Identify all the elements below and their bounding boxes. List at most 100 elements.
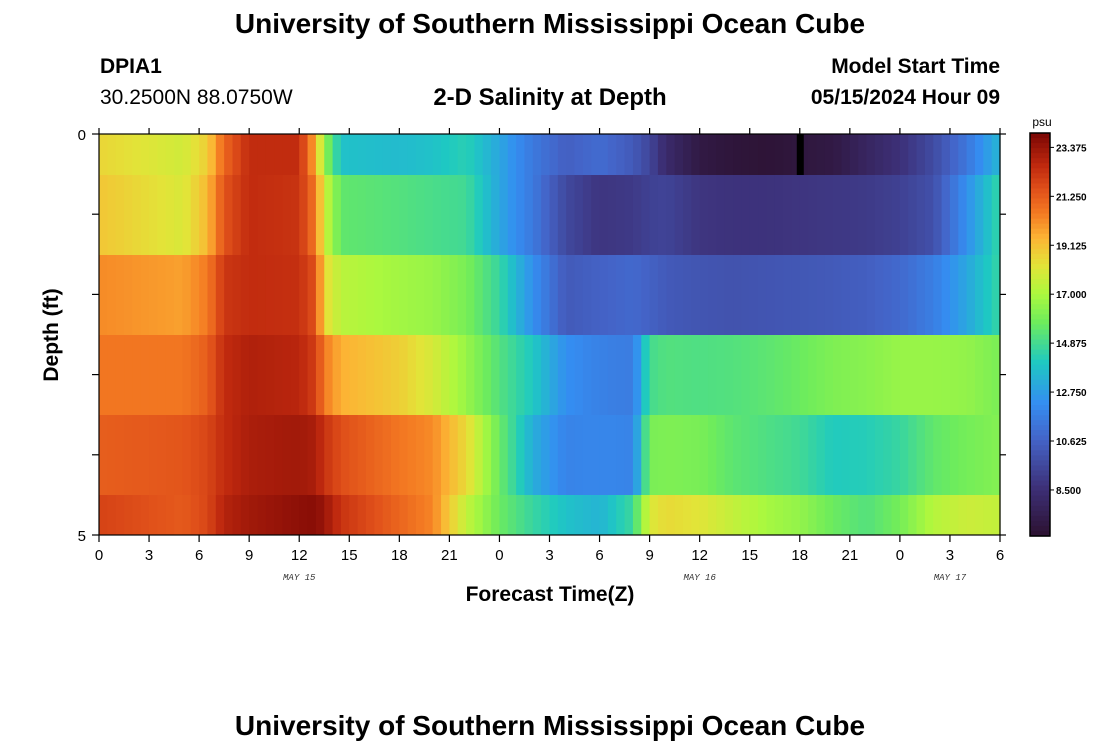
- x-axis-label: Forecast Time(Z): [465, 583, 635, 606]
- heatmap-cell: [808, 255, 818, 335]
- heatmap-cell: [224, 415, 234, 495]
- heatmap-cell: [908, 175, 918, 255]
- heatmap-cell: [324, 495, 334, 535]
- heatmap-cell: [457, 175, 467, 255]
- heatmap-cell: [824, 175, 834, 255]
- colorbar-swatch: [1030, 359, 1050, 366]
- heatmap-cell: [808, 415, 818, 495]
- heatmap-cell: [574, 134, 584, 175]
- heatmap-cell: [899, 255, 909, 335]
- heatmap-cell: [791, 255, 801, 335]
- x-tick-label: 15: [341, 547, 358, 564]
- heatmap-cell: [766, 175, 776, 255]
- heatmap-cell: [741, 415, 751, 495]
- heatmap-cell: [249, 495, 259, 535]
- colorbar-swatch: [1030, 384, 1050, 391]
- heatmap-cell: [799, 255, 809, 335]
- heatmap-cell: [799, 335, 809, 415]
- heatmap-cell: [682, 255, 692, 335]
- heatmap-cell: [207, 134, 217, 175]
- heatmap-cell: [716, 175, 726, 255]
- heatmap-cell: [149, 175, 158, 255]
- colorbar-swatch: [1030, 500, 1050, 507]
- heatmap-cell: [274, 134, 284, 175]
- heatmap-cell: [883, 175, 893, 255]
- heatmap-cell: [466, 255, 476, 335]
- heatmap-cell: [332, 415, 342, 495]
- x-tick-label: 12: [691, 547, 708, 564]
- heatmap-cell: [883, 134, 893, 175]
- heatmap-cell: [115, 255, 125, 335]
- colorbar-swatch: [1030, 133, 1050, 139]
- heatmap-cell: [849, 415, 859, 495]
- heatmap-cell: [299, 175, 309, 255]
- heatmap-cell: [516, 415, 526, 495]
- colorbar-swatch: [1030, 450, 1050, 456]
- heatmap-cell: [766, 415, 776, 495]
- colorbar-swatch: [1030, 460, 1050, 467]
- heatmap-cell: [491, 415, 501, 495]
- heatmap-cell: [841, 415, 851, 495]
- colorbar-swatch: [1030, 394, 1050, 401]
- heatmap-cell: [299, 335, 309, 415]
- heatmap-cell: [215, 175, 225, 255]
- heatmap-cell: [899, 134, 909, 175]
- colorbar-tick-label: 8.500: [1056, 486, 1081, 497]
- heatmap-cell: [883, 495, 893, 535]
- heatmap-cell: [591, 175, 601, 255]
- heatmap-cell: [824, 495, 834, 535]
- heatmap-cell: [974, 335, 984, 415]
- heatmap-cell: [958, 134, 968, 175]
- heatmap-cell: [274, 415, 284, 495]
- heatmap-cell: [641, 415, 651, 495]
- heatmap-cell: [165, 175, 175, 255]
- colorbar-swatch: [1030, 369, 1050, 376]
- heatmap-cell: [332, 134, 342, 175]
- heatmap-cell: [140, 335, 150, 415]
- heatmap-cell: [791, 415, 801, 495]
- heatmap-cell: [357, 175, 367, 255]
- heatmap-cell: [132, 134, 142, 175]
- heatmap-cell: [657, 415, 667, 495]
- heatmap-cell: [282, 335, 292, 415]
- heatmap-cell: [966, 495, 976, 535]
- heatmap-cell: [174, 415, 184, 495]
- heatmap-cell: [374, 255, 384, 335]
- heatmap-cell: [833, 134, 843, 175]
- heatmap-cell: [641, 335, 651, 415]
- colorbar-swatch: [1030, 299, 1050, 305]
- heatmap-cell: [532, 495, 542, 535]
- heatmap-cell: [265, 335, 275, 415]
- heatmap-cell: [240, 175, 250, 255]
- heatmap-cell: [132, 175, 142, 255]
- colorbar-swatch: [1030, 465, 1050, 472]
- colorbar-swatch: [1030, 440, 1050, 446]
- heatmap-cell: [983, 134, 993, 175]
- heatmap-cell: [691, 335, 701, 415]
- heatmap-cell: [657, 134, 667, 175]
- colorbar-swatch: [1030, 208, 1050, 215]
- heatmap-cell: [115, 335, 125, 415]
- heatmap-cell: [399, 175, 409, 255]
- heatmap-cell: [282, 255, 292, 335]
- heatmap-cell: [432, 175, 442, 255]
- heatmap-cell: [499, 175, 509, 255]
- heatmap-cell: [457, 255, 467, 335]
- heatmap-cell: [432, 134, 442, 175]
- colorbar-swatch: [1030, 233, 1050, 240]
- heatmap-cell: [140, 134, 150, 175]
- colorbar-swatch: [1030, 415, 1050, 421]
- heatmap-cell: [407, 415, 417, 495]
- colorbar-swatch: [1030, 490, 1050, 497]
- heatmap-cell: [641, 495, 651, 535]
- heatmap-cell: [733, 255, 742, 335]
- heatmap-cell: [599, 415, 609, 495]
- heatmap-cell: [883, 415, 893, 495]
- heatmap-cell: [774, 415, 784, 495]
- heatmap-cell: [215, 335, 225, 415]
- heatmap-cell: [357, 495, 367, 535]
- heatmap-cell: [249, 335, 259, 415]
- heatmap-cell: [741, 175, 751, 255]
- heatmap-cell: [307, 134, 317, 175]
- heatmap-cell: [249, 415, 259, 495]
